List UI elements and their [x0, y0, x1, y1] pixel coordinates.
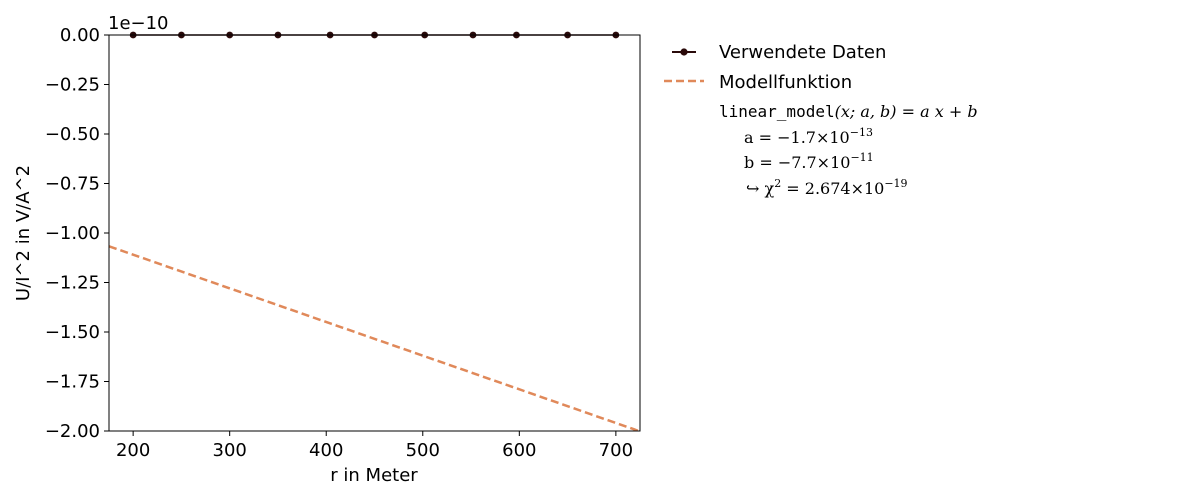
x-tick-label: 700 — [599, 440, 633, 461]
chi-square-exponent: 2 — [774, 177, 781, 190]
y-offset-label: 1e−10 — [108, 13, 169, 34]
legend-param-b: b = −7.7×10−11 — [744, 151, 874, 172]
y-tick-label: −0.25 — [45, 75, 100, 96]
chi-value: = 2.674×10 — [781, 179, 884, 198]
y-axis-label: U/I^2 in V/A^2 — [13, 165, 34, 301]
x-tick-label: 500 — [406, 440, 440, 461]
legend-model-label: Modellfunktion — [719, 72, 852, 93]
axes: 200 300 400 500 600 700 0.00 −0.25 −0.50 −0.75 −1.… — [45, 25, 641, 461]
legend-model-formula: linear_model(x; a, b) = a x + b — [719, 102, 978, 121]
x-tick-label: 200 — [116, 440, 150, 461]
y-tick-label: 0.00 — [60, 25, 100, 46]
y-tick-label: −0.50 — [45, 124, 100, 145]
y-tick-label: −1.75 — [45, 372, 100, 393]
y-tick-label: −2.00 — [45, 421, 100, 442]
legend-param-a: a = −1.7×10−13 — [744, 126, 873, 147]
plot-area — [109, 31, 640, 431]
series-model-line — [109, 245, 640, 431]
legend-data-label: Verwendete Daten — [719, 42, 886, 63]
param-b-text: b = −7.7×10 — [744, 153, 850, 172]
param-a-text: a = −1.7×10 — [744, 128, 850, 147]
param-a-exponent: −13 — [850, 126, 873, 139]
x-tick-label: 600 — [502, 440, 536, 461]
plot-content — [109, 245, 640, 431]
formula-args: (x; a, b) = a x + b — [835, 102, 978, 121]
param-b-exponent: −11 — [850, 151, 873, 164]
y-tick-label: −1.50 — [45, 322, 100, 343]
legend-chi-squared: ↪ χ2 = 2.674×10−19 — [746, 177, 908, 198]
y-tick-label: −1.00 — [45, 223, 100, 244]
y-tick-label: −0.75 — [45, 174, 100, 195]
x-tick-label: 300 — [213, 440, 247, 461]
x-tick-label: 400 — [309, 440, 343, 461]
legend: Verwendete Daten Modellfunktion linear_m… — [664, 42, 978, 198]
formula-function-name: linear_model — [719, 102, 835, 121]
plot-frame — [108, 34, 641, 432]
legend-data-marker-sample — [680, 48, 688, 56]
chi-prefix: ↪ χ — [746, 179, 774, 198]
x-axis-label: r in Meter — [330, 465, 418, 486]
y-tick-label: −1.25 — [45, 273, 100, 294]
chi-value-exponent: −19 — [884, 177, 907, 190]
